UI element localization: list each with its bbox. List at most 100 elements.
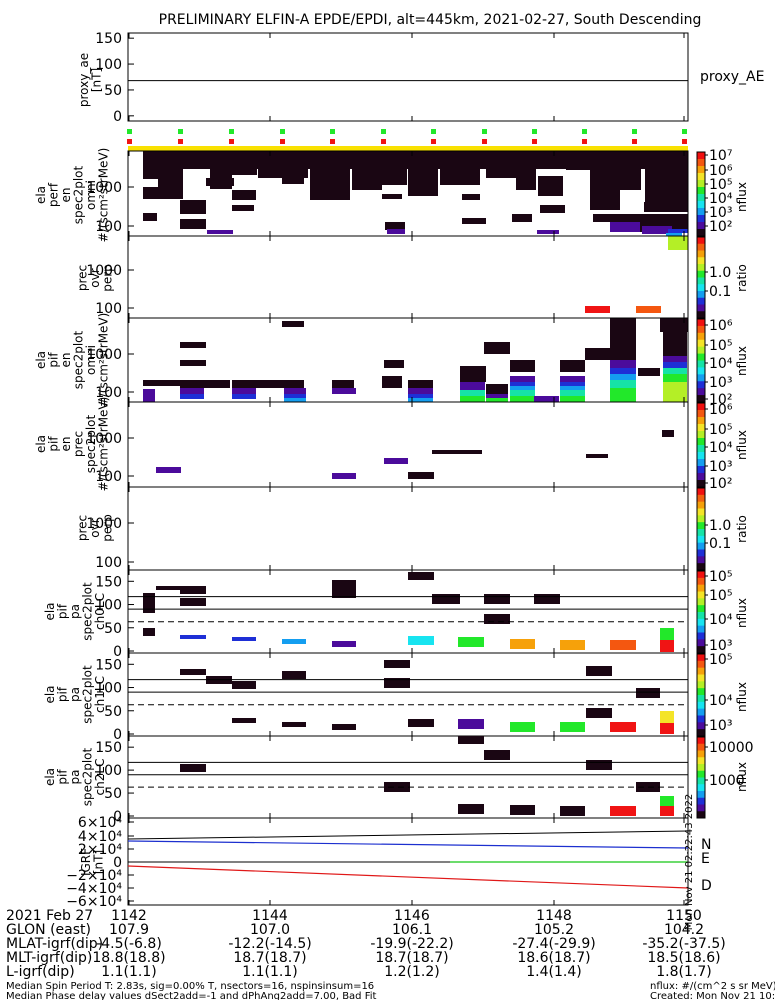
- data-block: [585, 306, 610, 313]
- y-tick-label: 0: [113, 809, 122, 825]
- data-block: [232, 205, 254, 211]
- y-tick-label: 0: [113, 727, 122, 743]
- data-block: [560, 360, 585, 372]
- data-block: [510, 390, 535, 396]
- data-block: [610, 806, 636, 816]
- colorbar-tick-label: 10⁵: [709, 338, 732, 354]
- data-block: [180, 635, 206, 639]
- y-tick-label: 100: [95, 301, 122, 317]
- data-block: [560, 806, 585, 816]
- red-marker: [431, 139, 436, 144]
- proxy-ae-ylabel: proxy_ae[nT]: [77, 53, 104, 107]
- data-block: [180, 388, 204, 394]
- axis-label-line: spec2plot: [81, 665, 95, 724]
- data-block: [332, 380, 354, 388]
- data-block: [232, 637, 256, 641]
- colorbar-segment: [697, 208, 705, 216]
- colorbar-segment: [697, 346, 705, 355]
- red-marker: [632, 139, 637, 144]
- colorbar-tick-label: 10000: [709, 740, 754, 756]
- data-block: [610, 380, 636, 388]
- colorbar-segment: [697, 229, 705, 237]
- axis-label-line: ela: [34, 435, 48, 453]
- data-block: [484, 750, 510, 760]
- data-block: [408, 398, 433, 402]
- colorbar-tick-label: 10⁶: [709, 163, 733, 179]
- prec-ovr-perp-e-panel: [127, 235, 689, 319]
- data-block: [460, 396, 485, 402]
- colorbar-label: nflux: [735, 430, 749, 460]
- axis-label-line: en: [59, 353, 73, 368]
- y-tick-label: 0: [113, 644, 122, 660]
- colorbar-segment: [697, 257, 705, 265]
- colorbar-segment: [697, 417, 705, 425]
- colorbar-tick-label: 10²: [709, 476, 732, 492]
- colorbar-segment: [697, 612, 705, 620]
- colorbar-segment: [697, 243, 705, 251]
- data-block: [484, 594, 510, 604]
- data-block: [486, 384, 508, 394]
- data-block: [232, 718, 256, 723]
- axis-label-line: ch0LC: [93, 593, 107, 630]
- colorbar-segment: [697, 757, 705, 765]
- colorbar-tick-label: 0.1: [709, 536, 731, 552]
- data-block: [282, 722, 306, 727]
- ch0LC-panel-colorbar: [696, 570, 706, 654]
- colorbar-tick-label: 10⁴: [709, 440, 733, 456]
- data-block: [408, 160, 438, 196]
- footer-value: 18.6(18.7): [517, 950, 590, 966]
- footer-value: 1.1(1.1): [101, 964, 156, 980]
- colorbar-label: ratio: [735, 515, 749, 543]
- data-block: [610, 342, 636, 360]
- colorbar-segment: [697, 473, 705, 481]
- colorbar-segment: [697, 424, 705, 432]
- data-block: [458, 736, 484, 744]
- data-block: [232, 190, 256, 200]
- data-block: [560, 390, 585, 396]
- colorbar-segment: [697, 791, 705, 799]
- footer-value: 1146: [394, 908, 430, 924]
- footer-value: 1144: [252, 908, 288, 924]
- data-block: [663, 332, 687, 356]
- footer-value: 1.8(1.7): [656, 964, 711, 980]
- data-block: [610, 318, 636, 342]
- colorbar-tick-label: 10³: [709, 718, 732, 734]
- footer-value: 18.7(18.7): [375, 950, 448, 966]
- colorbar-frame: [696, 236, 706, 319]
- axis-label-line: pif: [56, 603, 70, 619]
- data-block: [207, 230, 233, 234]
- data-block: [663, 382, 687, 402]
- data-block: [586, 454, 608, 458]
- red-marker: [582, 139, 587, 144]
- axis-label-line: prec: [76, 515, 90, 541]
- units-note: nflux: #/(cm^2 s sr MeV): [650, 981, 775, 992]
- y-tick-label: 6×10⁴: [78, 815, 122, 831]
- axis-label-line: ela: [43, 602, 57, 620]
- green-marker: [127, 129, 132, 134]
- footer-value: -4.5(-6.8): [96, 936, 162, 952]
- data-block: [660, 640, 674, 652]
- data-block: [384, 360, 404, 368]
- data-block: [332, 473, 356, 479]
- axis-label-line: pa: [68, 604, 82, 619]
- data-block: [382, 376, 402, 388]
- data-block: [510, 360, 535, 372]
- axis-label-line: ch1LC: [93, 676, 107, 713]
- data-block: [644, 202, 688, 212]
- y-tick-label: −6×10⁴: [66, 894, 122, 910]
- colorbar-segment: [697, 374, 705, 382]
- data-block: [536, 397, 558, 402]
- data-block: [408, 719, 434, 727]
- colorbar-segment: [697, 811, 705, 819]
- ela-pif-en-colorbar: [696, 318, 706, 403]
- colorbar-segment: [697, 367, 705, 375]
- colorbar-segment: [697, 180, 705, 188]
- axis-label-line: ela: [34, 351, 48, 369]
- data-block: [636, 306, 661, 313]
- y-tick-label: 100: [95, 598, 122, 614]
- colorbar-label: nflux: [735, 598, 749, 628]
- data-block: [282, 380, 304, 388]
- colorbar-frame: [696, 487, 706, 571]
